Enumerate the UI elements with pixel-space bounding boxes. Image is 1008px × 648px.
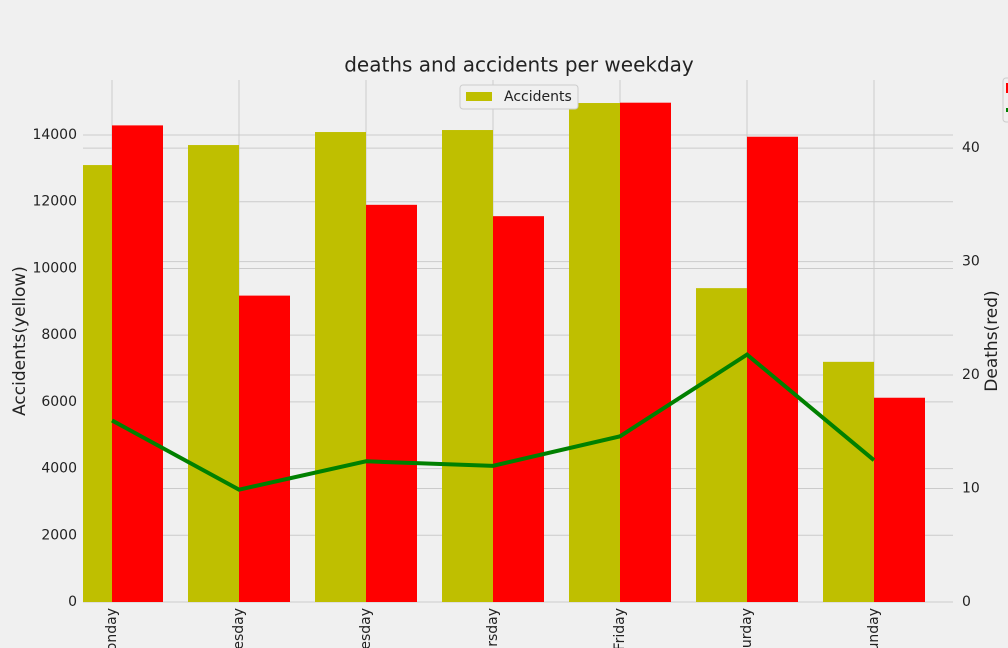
y-tick-label: 4000 — [41, 461, 77, 477]
x-tick-label: Wednesday — [358, 608, 374, 648]
bar — [83, 165, 112, 602]
legend-swatch — [466, 92, 492, 101]
legend-marker — [1006, 83, 1008, 93]
line — [111, 352, 876, 492]
y2-tick-label: 20 — [962, 367, 980, 383]
y-tick-label: 14000 — [32, 127, 77, 143]
bar — [442, 130, 493, 602]
legend-box — [459, 84, 579, 110]
bar — [493, 216, 544, 602]
x-tick-label: Monday — [104, 608, 120, 648]
bar — [874, 397, 925, 602]
bar — [112, 125, 163, 602]
bar — [366, 204, 417, 602]
legend: Accidents — [459, 77, 1008, 123]
y-tick-label: 10000 — [32, 260, 77, 276]
x-tick-label: Thursday — [485, 608, 501, 648]
y2-axis-label: Deaths(red) — [982, 290, 1002, 391]
y2-tick-label: 10 — [962, 481, 980, 497]
y-axis-label: Accidents(yellow) — [10, 266, 30, 416]
x-tick-label: Sunday — [866, 608, 882, 648]
bar — [188, 145, 239, 602]
bar — [620, 102, 671, 602]
x-tick-label: Saturday — [739, 608, 755, 648]
x-tick-label: Tuesday — [231, 608, 247, 648]
y2-tick-label: 40 — [962, 140, 980, 156]
bar — [569, 103, 620, 602]
bar — [239, 295, 290, 602]
bar — [747, 136, 798, 602]
y-tick-label: 6000 — [41, 394, 77, 410]
y-tick-label: 2000 — [41, 527, 77, 543]
plot-area — [83, 102, 925, 602]
bar — [823, 361, 874, 602]
x-tick-label: Friday — [612, 608, 628, 648]
bar — [315, 132, 366, 602]
y-tick-label: 0 — [68, 594, 77, 610]
legend-label: Accidents — [504, 89, 572, 105]
chart-title: deaths and accidents per weekday — [344, 53, 694, 77]
bar — [696, 288, 747, 602]
y2-tick-label: 0 — [962, 594, 971, 610]
y-tick-label: 12000 — [32, 194, 77, 210]
y2-tick-label: 30 — [962, 254, 980, 270]
y-tick-label: 8000 — [41, 327, 77, 343]
